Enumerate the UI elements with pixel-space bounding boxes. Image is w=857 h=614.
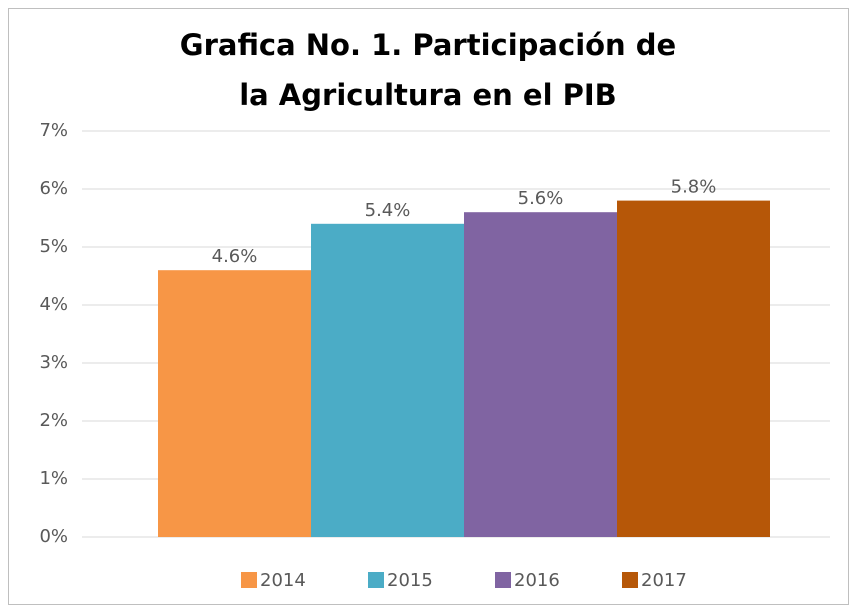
legend-label: 2014 [260,570,306,591]
y-tick-label: 1% [39,468,68,489]
y-tick-label: 5% [39,236,68,257]
data-label: 5.4% [365,200,411,221]
legend-swatch [241,572,257,588]
y-tick-label: 0% [39,526,68,547]
bar [158,270,311,537]
bar [617,200,770,537]
data-label: 4.6% [212,246,258,267]
y-tick-label: 6% [39,178,68,199]
legend-swatch [622,572,638,588]
legend-label: 2017 [641,570,687,591]
legend-swatch [495,572,511,588]
bar [311,223,464,538]
legend-label: 2016 [514,570,560,591]
y-tick-label: 4% [39,294,68,315]
legend-label: 2015 [387,570,433,591]
data-label: 5.6% [518,188,564,209]
bar [464,212,617,537]
legend-swatch [368,572,384,588]
data-label: 5.8% [671,177,717,198]
chart-border [8,8,849,605]
chart-title: Grafica No. 1. Participación de la Agric… [179,28,677,112]
y-tick-label: 2% [39,410,68,431]
y-tick-label: 7% [39,120,68,141]
y-tick-label: 3% [39,352,68,373]
